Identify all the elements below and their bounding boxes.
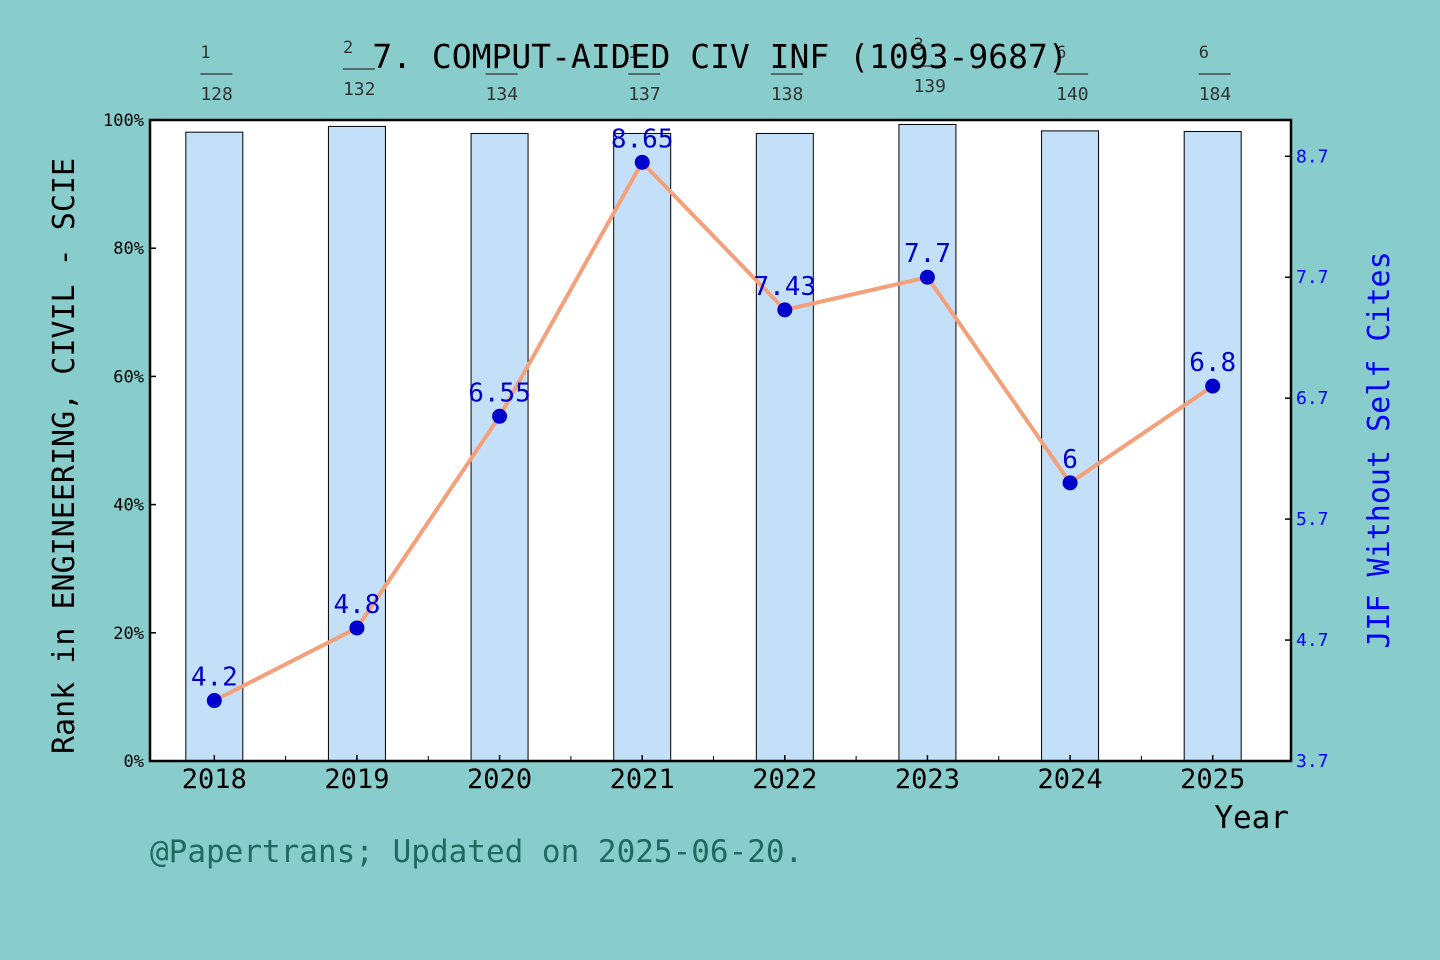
right-tick-label: 4.7 — [1296, 630, 1329, 651]
data-label: 7.7 — [904, 239, 951, 269]
plot-area — [150, 120, 1291, 761]
data-point — [349, 620, 365, 636]
data-point — [919, 269, 935, 285]
bar — [327, 125, 386, 762]
left-axis-label: Rank in ENGINEERING, CIVIL - SCIE — [47, 158, 82, 754]
right-tick-label: 5.7 — [1296, 509, 1329, 530]
data-label: 6.8 — [1189, 348, 1236, 378]
bar — [1183, 131, 1242, 762]
chart-title: 7. COMPUT-AIDED CIV INF (1093-9687) — [372, 37, 1067, 76]
left-axis-ticks: 0% 20% 40% 60% 80% 100% — [103, 111, 156, 772]
data-point — [206, 693, 222, 709]
rank-numerator: 2 — [343, 38, 353, 58]
plot-frame — [148, 118, 1293, 763]
bar — [755, 132, 814, 762]
bar — [898, 123, 957, 762]
right-tick-label: 7.7 — [1296, 267, 1329, 288]
data-point — [634, 154, 650, 170]
right-tick-label: 3.7 — [1296, 751, 1329, 772]
data-label: 4.2 — [191, 663, 238, 693]
right-axis-label: JIF Without Self Cites — [1362, 251, 1397, 648]
x-tick-label: 2020 — [467, 764, 532, 795]
x-tick-label: 2018 — [182, 764, 247, 795]
rank-numerator: 3 — [913, 35, 923, 55]
bars-layer — [185, 123, 1242, 762]
rank-numerator: 1 — [200, 43, 210, 63]
point-labels-layer: 4.2 4.8 6.55 8.65 7.43 7.7 6 6.8 — [191, 124, 1236, 692]
rank-numerator: 6 — [1056, 43, 1066, 63]
data-point — [777, 302, 793, 318]
rank-numerator: 1 — [628, 43, 638, 63]
credit-text: @Papertrans; Updated on 2025-06-20. — [150, 834, 804, 870]
rank-denominator: 128 — [200, 84, 233, 105]
rank-denominator: 184 — [1199, 84, 1232, 105]
rank-fractions-layer: 1 128 2 132 134 1 137 138 3 139 6 140 6 184 — [200, 35, 1231, 105]
x-tick-label: 2024 — [1038, 764, 1103, 795]
data-label: 7.43 — [754, 272, 817, 302]
x-tick-label: 2021 — [610, 764, 675, 795]
data-label: 6.55 — [468, 378, 531, 408]
rank-denominator: 140 — [1056, 84, 1089, 105]
left-tick-label: 60% — [113, 367, 144, 387]
x-axis-ticks: 2018 2019 2020 2021 2022 2023 2024 2025 — [182, 755, 1245, 795]
x-tick-label: 2025 — [1180, 764, 1245, 795]
data-point — [492, 408, 508, 424]
rank-denominator: 132 — [343, 79, 376, 100]
x-tick-label: 2023 — [895, 764, 960, 795]
data-label: 6 — [1062, 445, 1078, 475]
rank-denominator: 138 — [771, 84, 804, 105]
right-axis-ticks: 3.7 4.7 5.7 6.7 7.7 8.7 — [1285, 146, 1329, 772]
data-point — [1205, 378, 1221, 394]
data-point — [1062, 475, 1078, 491]
x-axis-label: Year — [1214, 800, 1289, 836]
left-tick-label: 20% — [113, 624, 144, 644]
right-tick-label: 6.7 — [1296, 388, 1329, 409]
jif-line — [213, 160, 1214, 703]
markers-layer — [206, 154, 1221, 709]
rank-denominator: 137 — [628, 84, 661, 105]
left-tick-label: 0% — [124, 752, 144, 772]
bar — [185, 131, 244, 762]
bar — [613, 132, 672, 762]
rank-denominator: 134 — [486, 84, 519, 105]
data-label: 4.8 — [333, 590, 380, 620]
data-label: 8.65 — [611, 124, 674, 154]
left-tick-label: 40% — [113, 496, 144, 516]
x-tick-label: 2022 — [752, 764, 817, 795]
left-tick-label: 80% — [113, 239, 144, 259]
rank-numerator: 6 — [1199, 43, 1209, 63]
x-tick-label: 2019 — [324, 764, 389, 795]
rank-denominator: 139 — [913, 76, 946, 97]
left-tick-label: 100% — [103, 111, 144, 131]
right-tick-label: 8.7 — [1296, 146, 1329, 167]
